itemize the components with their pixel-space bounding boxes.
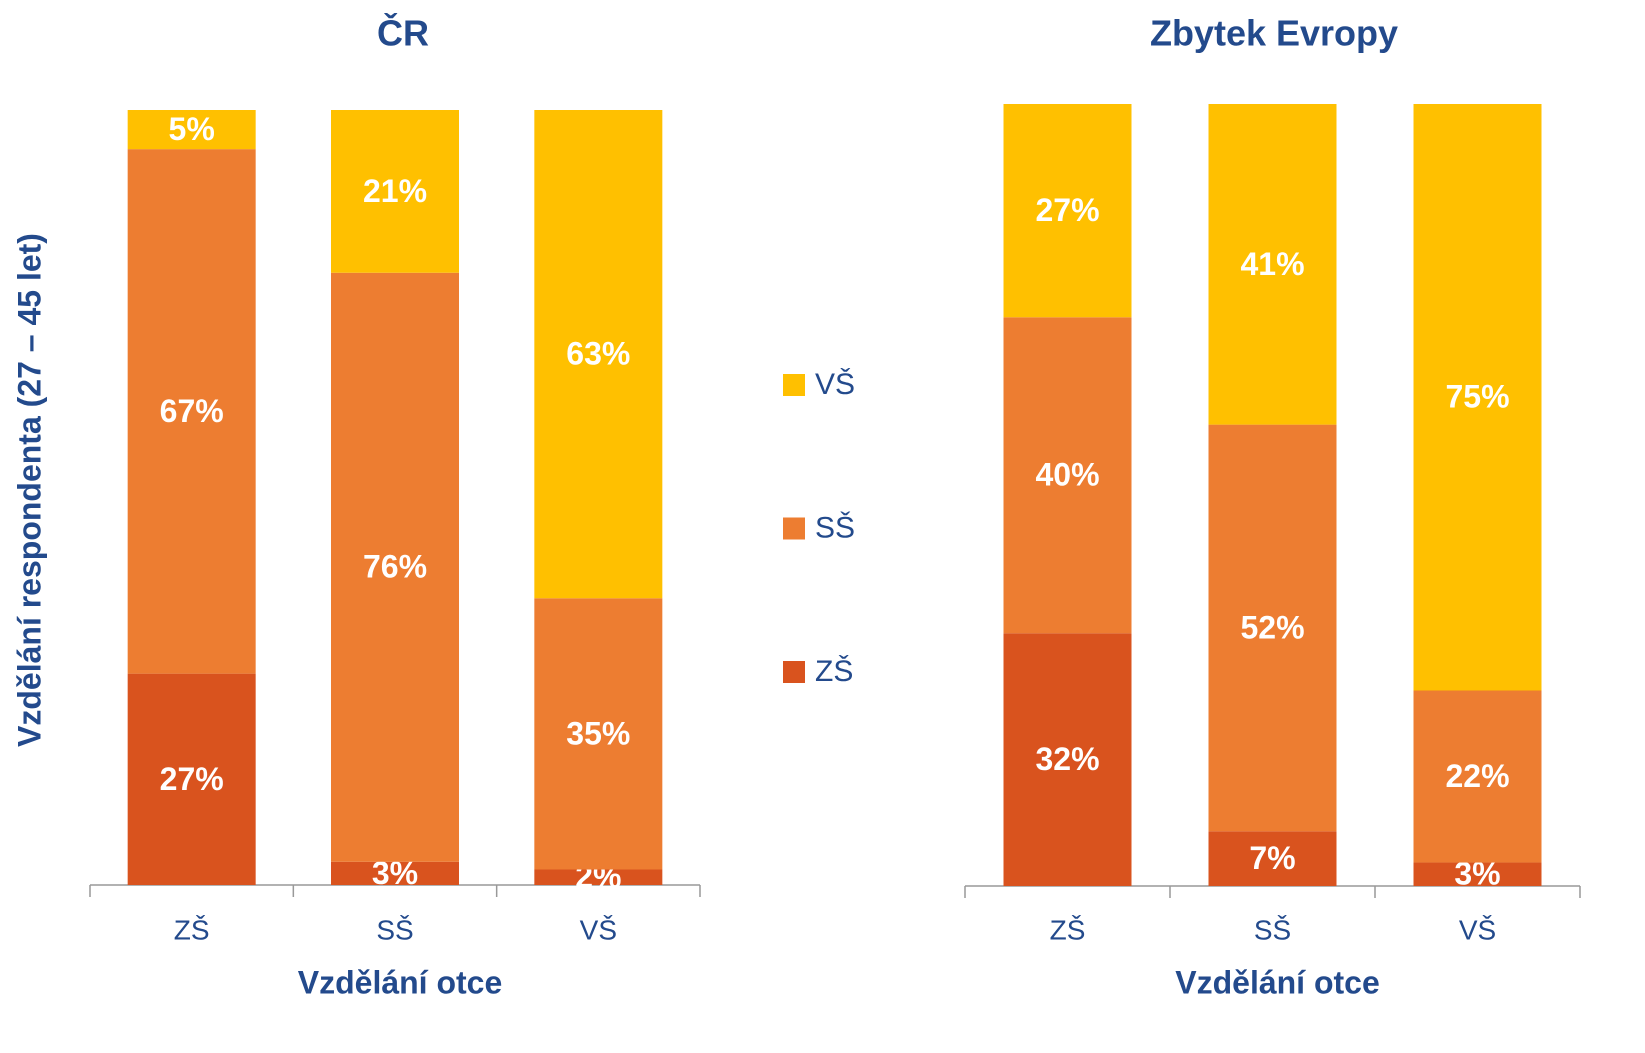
- x-tick-label: VŠ: [1459, 914, 1496, 945]
- bar-segment: [1003, 317, 1132, 634]
- legend-swatch: [783, 661, 805, 683]
- data-label: 27%: [1035, 192, 1099, 228]
- data-label: 75%: [1445, 379, 1509, 415]
- chart-title: Zbytek Evropy: [1150, 13, 1398, 54]
- bar-segment: [1413, 104, 1542, 691]
- data-label: 41%: [1240, 246, 1304, 282]
- x-tick-label: ZŠ: [1050, 914, 1086, 945]
- data-label: 27%: [160, 761, 224, 797]
- bar-segment: [534, 869, 663, 885]
- bar-segment: [1003, 633, 1132, 886]
- bar-segment: [127, 149, 256, 674]
- x-tick-label: SŠ: [376, 914, 413, 945]
- bar-segment: [127, 673, 256, 885]
- chart-title: ČR: [377, 12, 429, 54]
- bar-segment: [331, 110, 459, 273]
- legend-label: VŠ: [815, 367, 855, 401]
- data-label: 67%: [160, 393, 224, 429]
- legend-swatch: [783, 517, 805, 540]
- bar-segment: [534, 110, 663, 599]
- bar-segment: [127, 110, 256, 150]
- x-axis-title: Vzdělání otce: [298, 964, 503, 1000]
- legend-swatch: [783, 374, 805, 396]
- data-label: 63%: [566, 336, 630, 372]
- x-axis-title: Vzdělání otce: [1175, 964, 1380, 1000]
- data-label: 52%: [1240, 609, 1304, 645]
- bar-segment: [1208, 424, 1337, 832]
- data-label: 35%: [566, 715, 630, 751]
- bar-segment: [1208, 104, 1337, 425]
- legend-label: SŠ: [815, 510, 855, 544]
- bar-segment: [534, 598, 663, 870]
- data-label: 21%: [363, 173, 427, 209]
- bar-segment: [331, 861, 459, 885]
- data-label: 5%: [169, 111, 215, 147]
- x-tick-label: SŠ: [1254, 914, 1291, 945]
- x-tick-label: VŠ: [580, 914, 617, 945]
- bar-segment: [1413, 862, 1542, 886]
- bar-segment: [1413, 690, 1542, 863]
- data-label: 40%: [1035, 457, 1099, 493]
- data-label: 76%: [363, 549, 427, 585]
- data-label: 32%: [1035, 741, 1099, 777]
- data-label: 7%: [1249, 840, 1295, 876]
- x-tick-label: ZŠ: [174, 914, 210, 945]
- legend-label: ZŠ: [815, 654, 853, 688]
- bar-segment: [1003, 104, 1132, 318]
- bar-segment: [331, 272, 459, 862]
- bar-segment: [1208, 831, 1337, 886]
- data-label: 22%: [1445, 758, 1509, 794]
- y-axis-title: Vzdělání respondenta (27 – 45 let): [11, 233, 47, 747]
